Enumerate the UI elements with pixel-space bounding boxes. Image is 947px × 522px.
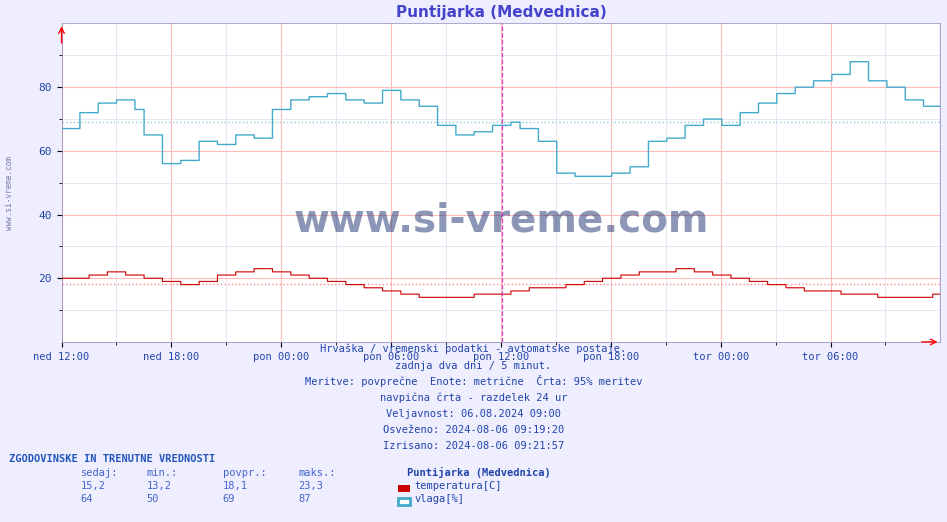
Text: www.si-vreme.com: www.si-vreme.com [5, 156, 14, 230]
Text: povpr.:: povpr.: [223, 468, 266, 478]
Text: ZGODOVINSKE IN TRENUTNE VREDNOSTI: ZGODOVINSKE IN TRENUTNE VREDNOSTI [9, 454, 216, 464]
Text: 23,3: 23,3 [298, 481, 323, 491]
Text: 69: 69 [223, 494, 235, 504]
Text: 87: 87 [298, 494, 311, 504]
Text: Hrvaška / vremenski podatki - avtomatske postaje.: Hrvaška / vremenski podatki - avtomatske… [320, 344, 627, 354]
Text: navpična črta - razdelek 24 ur: navpična črta - razdelek 24 ur [380, 393, 567, 403]
Text: vlaga[%]: vlaga[%] [415, 494, 465, 504]
Text: www.si-vreme.com: www.si-vreme.com [294, 202, 708, 240]
Text: sedaj:: sedaj: [80, 468, 118, 478]
Title: Puntijarka (Medvednica): Puntijarka (Medvednica) [396, 5, 606, 19]
Text: 64: 64 [80, 494, 93, 504]
Text: zadnja dva dni / 5 minut.: zadnja dva dni / 5 minut. [396, 361, 551, 371]
Text: 50: 50 [147, 494, 159, 504]
Text: 13,2: 13,2 [147, 481, 171, 491]
Text: 15,2: 15,2 [80, 481, 105, 491]
Text: Osveženo: 2024-08-06 09:19:20: Osveženo: 2024-08-06 09:19:20 [383, 425, 564, 435]
Text: min.:: min.: [147, 468, 178, 478]
Text: Veljavnost: 06.08.2024 09:00: Veljavnost: 06.08.2024 09:00 [386, 409, 561, 419]
Text: Meritve: povprečne  Enote: metrične  Črta: 95% meritev: Meritve: povprečne Enote: metrične Črta:… [305, 375, 642, 387]
Text: temperatura[C]: temperatura[C] [415, 481, 502, 491]
Text: Puntijarka (Medvednica): Puntijarka (Medvednica) [407, 467, 551, 478]
Text: maks.:: maks.: [298, 468, 336, 478]
Text: 18,1: 18,1 [223, 481, 247, 491]
Text: Izrisano: 2024-08-06 09:21:57: Izrisano: 2024-08-06 09:21:57 [383, 442, 564, 452]
